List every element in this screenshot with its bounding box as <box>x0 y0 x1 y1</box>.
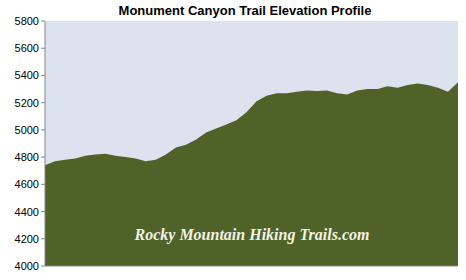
y-tick <box>41 211 45 212</box>
y-tick-label: 4400 <box>15 206 39 218</box>
y-tick-label: 5400 <box>15 69 39 81</box>
y-tick-label: 5200 <box>15 97 39 109</box>
y-tick <box>41 75 45 76</box>
data-group <box>45 82 458 266</box>
chart-svg: 4000 4200 4400 4600 4800 5000 5200 5400 5600 5800… <box>0 0 466 280</box>
x-axis-line <box>45 266 458 267</box>
y-tick-label: 5000 <box>15 124 39 136</box>
y-axis-line <box>45 21 46 266</box>
y-tick <box>41 129 45 130</box>
y-tick <box>41 157 45 158</box>
elevation-area <box>45 82 458 266</box>
y-tick-label: 4600 <box>15 178 39 190</box>
annotation: Rocky Mountain Hiking Trails.com <box>134 226 370 244</box>
y-tick <box>41 184 45 185</box>
chart-root: 4000 4200 4400 4600 4800 5000 5200 5400 5600 5800… <box>0 0 466 280</box>
y-tick-label: 4000 <box>15 260 39 272</box>
y-tick-label: 5800 <box>15 15 39 27</box>
y-tick-label: 4800 <box>15 151 39 163</box>
y-tick <box>41 48 45 49</box>
plot-background <box>45 21 458 266</box>
y-tick-label: 4200 <box>15 233 39 245</box>
y-tick <box>41 266 45 267</box>
y-tick <box>41 21 45 22</box>
y-tick <box>41 102 45 103</box>
y-tick-label: 5600 <box>15 42 39 54</box>
y-tick <box>41 238 45 239</box>
chart-title: Monument Canyon Trail Elevation Profile <box>119 3 372 18</box>
